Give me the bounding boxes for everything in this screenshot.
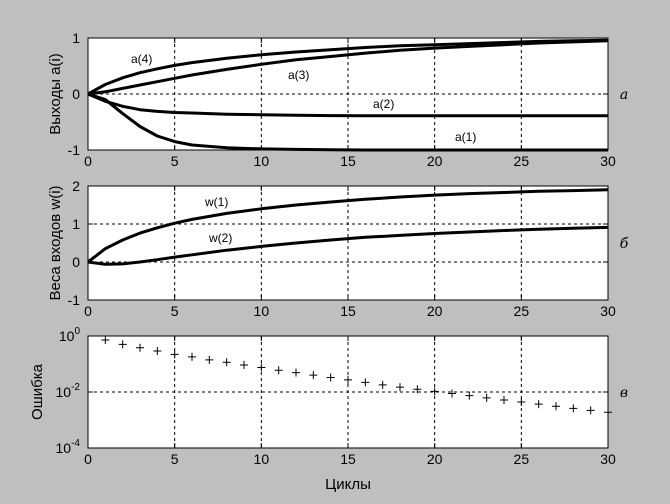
weights-xtick-label: 10 <box>254 303 270 319</box>
error-xtick-label: 30 <box>600 451 616 467</box>
outputs-xtick-label: 10 <box>254 153 270 169</box>
series-line-w(1) <box>87 188 609 264</box>
error-marker <box>344 375 352 384</box>
error-marker <box>361 378 370 387</box>
weights-ylabel: Веса входов w(i) <box>47 185 64 300</box>
error-marker <box>101 335 110 344</box>
outputs-xtick-label: 0 <box>84 153 92 169</box>
error-marker <box>448 389 456 398</box>
error-xtick-label: 20 <box>427 451 443 467</box>
weights-xtick-label: 30 <box>600 303 616 319</box>
outputs-xtick-label: 15 <box>340 153 356 169</box>
outputs-ylabel: Выходы a(i) <box>47 53 64 135</box>
error-marker <box>136 343 144 352</box>
error-marker <box>552 402 560 411</box>
error-marker <box>396 383 404 392</box>
error-ytick-label: 10-2 <box>56 382 81 400</box>
error-marker <box>118 340 127 349</box>
outputs-panel-letter: а <box>620 87 628 103</box>
outputs-ytick-label: 0 <box>72 86 80 102</box>
error-marker <box>188 352 196 361</box>
series-label-a(1): a(1) <box>455 130 476 144</box>
error-marker <box>240 361 248 370</box>
weights-ytick-label: 0 <box>72 254 80 270</box>
series-line-a(4) <box>87 38 609 96</box>
series-label-w(2): w(2) <box>208 231 232 245</box>
outputs-ytick-label: -1 <box>68 142 81 158</box>
error-ylabel: Ошибка <box>29 363 46 420</box>
weights-xtick-label: 15 <box>340 303 356 319</box>
error-xtick-label: 15 <box>340 451 356 467</box>
series-label-a(2): a(2) <box>373 97 394 111</box>
series-label-a(3): a(3) <box>288 68 309 82</box>
error-marker <box>222 358 231 367</box>
error-marker <box>569 404 578 413</box>
error-marker <box>378 380 387 389</box>
error-marker <box>465 391 474 400</box>
error-marker <box>430 387 439 396</box>
error-marker <box>586 406 595 415</box>
error-marker <box>170 350 179 359</box>
error-ytick-label: 100 <box>59 326 81 344</box>
error-marker <box>274 366 283 375</box>
error-marker <box>500 395 508 404</box>
series-label-a(4): a(4) <box>131 52 152 66</box>
series-line-a(3) <box>87 39 609 96</box>
error-marker <box>257 363 266 372</box>
error-ytick-label: 10-4 <box>56 438 81 456</box>
outputs-xtick-label: 5 <box>171 153 179 169</box>
weights-ytick-label: 2 <box>72 178 80 194</box>
error-marker <box>292 368 300 377</box>
error-xtick-label: 10 <box>254 451 270 467</box>
weights-xtick-label: 0 <box>84 303 92 319</box>
outputs-ytick-label: 1 <box>72 30 80 46</box>
error-marker <box>326 373 335 382</box>
error-marker <box>153 347 162 356</box>
outputs-xtick-label: 30 <box>600 153 616 169</box>
error-marker <box>205 355 214 364</box>
error-marker <box>517 397 526 406</box>
weights-ytick-label: -1 <box>68 292 81 308</box>
weights-xtick-label: 5 <box>171 303 179 319</box>
series-line-a(2) <box>87 92 608 118</box>
error-marker <box>534 400 543 409</box>
error-xtick-label: 0 <box>84 451 92 467</box>
error-xtick-label: 5 <box>171 451 179 467</box>
weights-panel: Веса входов w(i) б 0 5 10 15 20 25 30-1012w(1)… <box>47 178 629 319</box>
weights-xtick-label: 25 <box>514 303 530 319</box>
series-line-a(1) <box>87 92 608 152</box>
outputs-xtick-label: 25 <box>514 153 530 169</box>
error-panel-letter: в <box>620 385 628 401</box>
weights-panel-letter: б <box>620 236 629 252</box>
error-marker <box>482 393 491 402</box>
error-marker <box>309 371 318 380</box>
series-line-w(2) <box>87 225 609 266</box>
error-marker <box>604 408 612 417</box>
series-label-w(1): w(1) <box>204 195 228 209</box>
error-xtick-label: 25 <box>514 451 530 467</box>
weights-xtick-label: 20 <box>427 303 443 319</box>
cycles-xlabel: Циклы <box>325 476 371 493</box>
error-marker <box>413 385 422 394</box>
outputs-panel: Выходы a(i) а 0 5 10 15 20 25 30-101a(4)a(3)a(… <box>47 30 628 169</box>
error-panel: Ошибка в Циклы 0 5 10 15 20 25 30 100 10-2 10-4 <box>29 326 628 493</box>
outputs-xtick-label: 20 <box>427 153 443 169</box>
weights-ytick-label: 1 <box>72 216 80 232</box>
